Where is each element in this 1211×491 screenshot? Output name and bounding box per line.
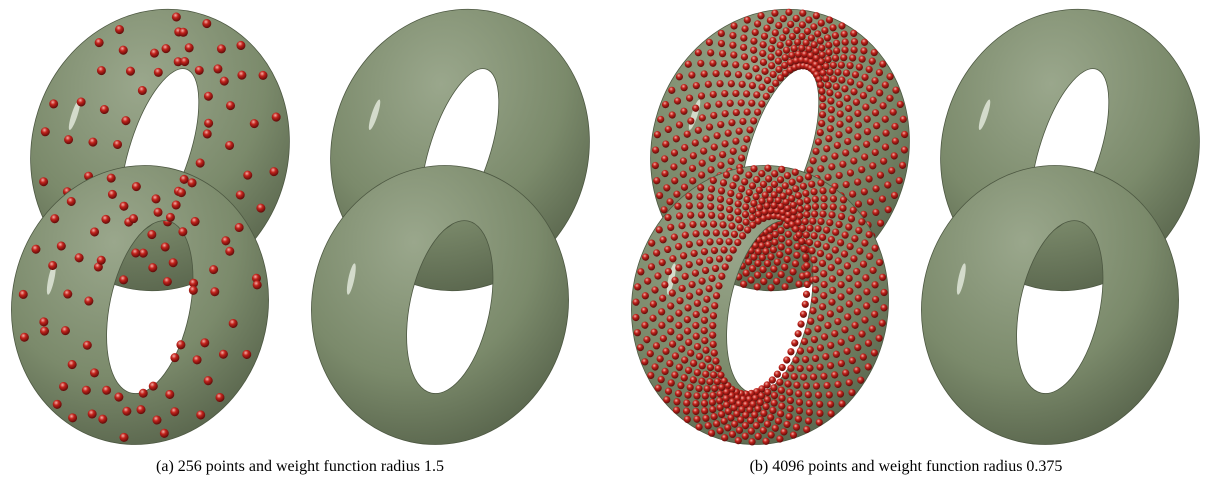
caption-a: (a) 256 points and weight function radiu…	[156, 458, 444, 475]
sample-point	[782, 356, 791, 365]
subfigure-label: (b)	[750, 458, 769, 475]
torus-panel	[606, 0, 946, 469]
subfigure-caption: 4096 points and weight function radius 0…	[772, 458, 1062, 475]
torus-panel	[0, 0, 326, 469]
caption-b: (b) 4096 points and weight function radi…	[750, 458, 1063, 475]
sample-point	[797, 320, 806, 329]
subfigure-caption: 256 points and weight function radius 1.…	[178, 458, 444, 475]
figure: (a) 256 points and weight function radiu…	[0, 0, 1211, 491]
sample-point	[787, 347, 796, 356]
sample-point	[799, 310, 808, 319]
torus-panel	[286, 0, 626, 469]
sample-point	[791, 339, 800, 348]
sample-point	[794, 329, 803, 338]
sample-point	[801, 300, 810, 309]
panels	[0, 0, 1211, 469]
subfigure-label: (a)	[156, 458, 174, 475]
page: (a) 256 points and weight function radiu…	[0, 0, 1211, 491]
sample-point	[778, 363, 787, 372]
torus-panel	[896, 0, 1211, 469]
sample-point	[802, 290, 811, 299]
